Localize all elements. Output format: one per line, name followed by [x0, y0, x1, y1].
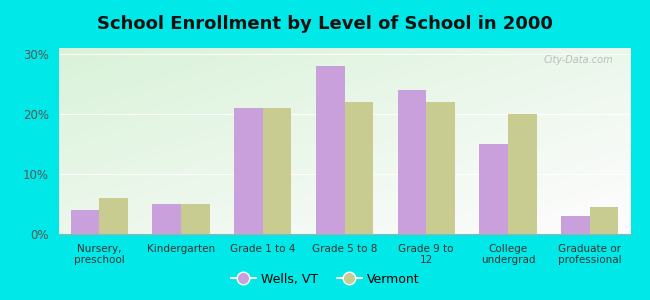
Bar — [344, 102, 373, 234]
Bar — [561, 216, 590, 234]
Text: School Enrollment by Level of School in 2000: School Enrollment by Level of School in … — [97, 15, 553, 33]
Bar — [398, 90, 426, 234]
Text: City-Data.com: City-Data.com — [543, 56, 614, 65]
Bar — [508, 114, 536, 234]
Bar — [234, 108, 263, 234]
Bar — [426, 102, 455, 234]
Bar — [263, 108, 291, 234]
Bar — [316, 66, 344, 234]
Bar — [153, 204, 181, 234]
Bar — [181, 204, 210, 234]
Bar — [479, 144, 508, 234]
Bar — [71, 210, 99, 234]
Bar — [99, 198, 128, 234]
Bar — [590, 207, 618, 234]
Legend: Wells, VT, Vermont: Wells, VT, Vermont — [226, 268, 424, 291]
